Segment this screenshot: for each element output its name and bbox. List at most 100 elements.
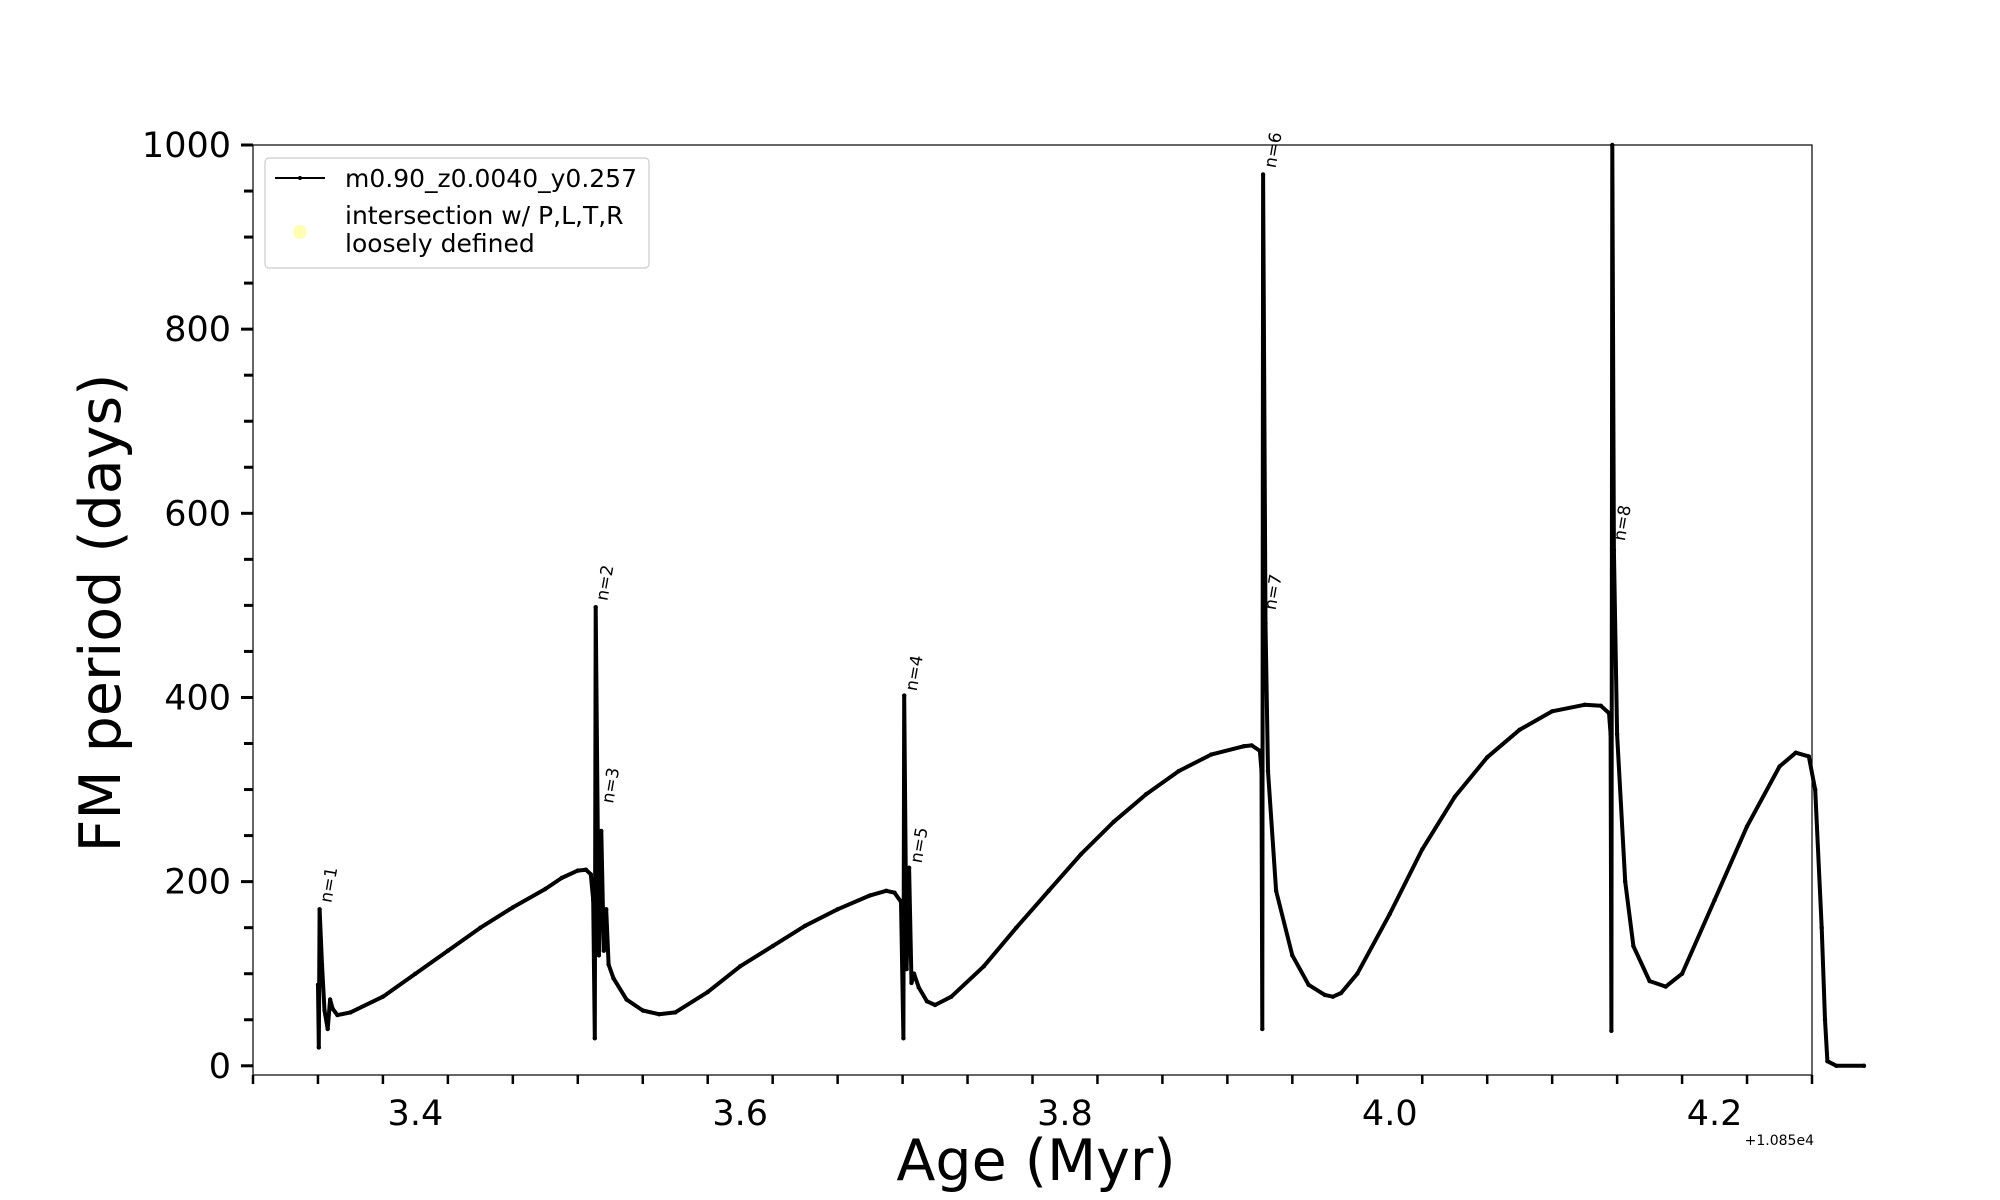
series-point bbox=[1550, 709, 1555, 714]
series-point bbox=[1663, 984, 1669, 989]
series-point bbox=[1111, 819, 1116, 824]
series-point bbox=[892, 890, 897, 895]
series-layer bbox=[315, 142, 1867, 1069]
series-point bbox=[317, 907, 322, 912]
series-point bbox=[413, 971, 418, 976]
series-point bbox=[949, 994, 954, 999]
series-point bbox=[1819, 925, 1824, 930]
series-point bbox=[348, 1010, 353, 1015]
series-point bbox=[592, 1036, 597, 1041]
series-point bbox=[981, 964, 986, 969]
series-point bbox=[327, 997, 333, 1002]
series-point bbox=[1813, 787, 1818, 792]
series-point bbox=[1208, 752, 1214, 757]
series-point bbox=[902, 693, 907, 698]
series-point bbox=[583, 867, 589, 872]
series-point bbox=[510, 905, 515, 910]
series-point bbox=[916, 985, 921, 990]
series-point bbox=[901, 1036, 906, 1041]
series-point bbox=[867, 893, 873, 898]
series-point bbox=[1249, 743, 1254, 748]
series-point bbox=[1582, 702, 1587, 707]
series-point bbox=[1273, 888, 1279, 893]
x-tick-label: 3.8 bbox=[1037, 1094, 1093, 1134]
peak-annotation: n=4 bbox=[902, 654, 928, 693]
series-point bbox=[575, 868, 580, 873]
series-point bbox=[1387, 911, 1393, 917]
y-tick-label: 800 bbox=[164, 310, 231, 350]
series-point bbox=[1679, 971, 1685, 976]
series-point bbox=[924, 999, 930, 1004]
series-point bbox=[673, 1010, 678, 1015]
series-point bbox=[906, 865, 912, 870]
series-point bbox=[325, 1026, 330, 1032]
x-tick-label: 3.4 bbox=[388, 1094, 444, 1134]
x-axis-offset-label: +1.085e4 bbox=[1745, 1133, 1814, 1149]
y-tick-label: 1000 bbox=[142, 126, 231, 166]
series-point bbox=[802, 923, 808, 928]
series-point bbox=[1485, 755, 1490, 760]
series-point bbox=[884, 888, 889, 893]
series-point bbox=[1014, 925, 1019, 930]
series-point bbox=[1260, 172, 1266, 177]
series-line bbox=[316, 143, 1866, 1068]
series-point bbox=[335, 1012, 340, 1018]
series-point bbox=[599, 828, 604, 834]
series-point bbox=[1611, 547, 1617, 553]
series-point bbox=[1712, 897, 1717, 903]
series-point bbox=[1306, 982, 1311, 987]
x-tick-label: 3.6 bbox=[712, 1094, 768, 1134]
series-point bbox=[705, 989, 710, 995]
legend-intersection-marker bbox=[293, 225, 307, 239]
series-point bbox=[656, 1012, 662, 1017]
series-point bbox=[1647, 978, 1652, 984]
series-point bbox=[1241, 744, 1246, 749]
series-point bbox=[835, 907, 840, 912]
series-point bbox=[593, 605, 598, 610]
series-point bbox=[904, 966, 909, 972]
plot-frame bbox=[252, 144, 1813, 1076]
plot-area: 3.4 3.6 3.8 4.0 4.2 0 200 400 600 800 1000 n=1 n=2… bbox=[142, 126, 1867, 1134]
series-point bbox=[1046, 888, 1051, 893]
series-point bbox=[596, 953, 602, 958]
series-point bbox=[1517, 727, 1522, 732]
series-point bbox=[1079, 851, 1084, 857]
series-point bbox=[1834, 1063, 1839, 1069]
series-point bbox=[1793, 750, 1799, 755]
series-point bbox=[1260, 1026, 1265, 1032]
series-point bbox=[624, 997, 629, 1002]
series-point bbox=[898, 899, 904, 905]
series-point bbox=[591, 897, 596, 903]
series-point bbox=[1322, 992, 1328, 998]
y-tick-label: 600 bbox=[164, 494, 231, 534]
series-point bbox=[1806, 754, 1812, 759]
series-point bbox=[601, 948, 606, 953]
y-axis-ticks: 0 200 400 600 800 1000 bbox=[142, 126, 253, 1087]
legend-box bbox=[264, 157, 650, 269]
series-point bbox=[316, 1045, 321, 1050]
legend-label-intersection: intersection w/ P,L,T,R bbox=[345, 201, 624, 230]
series-point bbox=[1777, 764, 1782, 769]
series-point bbox=[1330, 994, 1336, 999]
peak-annotation: n=5 bbox=[907, 826, 933, 865]
series-point bbox=[1744, 824, 1750, 829]
series-point bbox=[588, 872, 593, 877]
series-point bbox=[909, 980, 914, 986]
series-point bbox=[1822, 1017, 1828, 1022]
series-point bbox=[1631, 943, 1636, 949]
series-point bbox=[1610, 142, 1615, 148]
legend-label-intersection-line2: loosely defined bbox=[345, 229, 535, 258]
series-point bbox=[1614, 732, 1620, 737]
series-point bbox=[738, 964, 743, 969]
series-point bbox=[1265, 768, 1271, 774]
peak-annotation: n=3 bbox=[598, 766, 624, 805]
legend: m0.90_z0.0040_y0.257 intersection w/ P,L… bbox=[264, 157, 650, 269]
series-point bbox=[1259, 768, 1264, 774]
series-point bbox=[1338, 990, 1344, 996]
series-point bbox=[1609, 1028, 1614, 1034]
series-point bbox=[380, 994, 386, 999]
series-point bbox=[1825, 1059, 1830, 1064]
y-tick-label: 400 bbox=[164, 678, 231, 718]
series-point bbox=[1623, 879, 1628, 884]
